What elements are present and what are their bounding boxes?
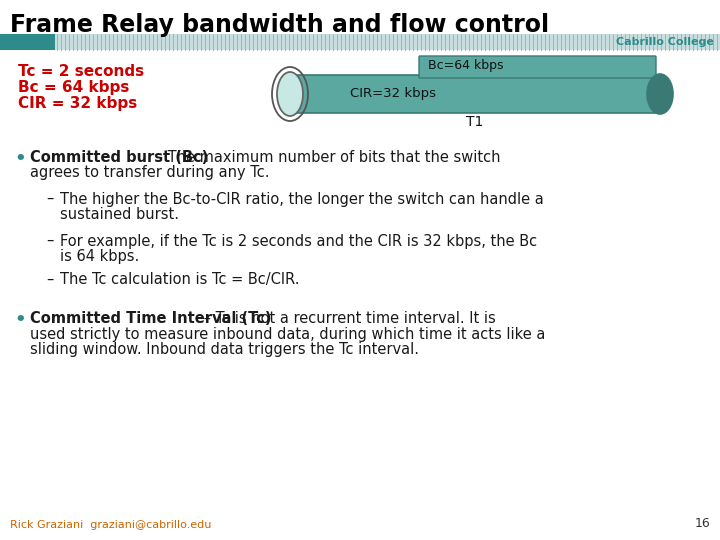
Ellipse shape bbox=[277, 72, 303, 116]
Text: –: – bbox=[46, 191, 53, 206]
Text: T1: T1 bbox=[467, 115, 484, 129]
Text: Committed Time Interval (Tc): Committed Time Interval (Tc) bbox=[30, 311, 271, 326]
Text: Cabrillo College: Cabrillo College bbox=[616, 37, 714, 47]
Text: – The maximum number of bits that the switch: – The maximum number of bits that the sw… bbox=[151, 150, 500, 165]
Text: Committed burst (Bc): Committed burst (Bc) bbox=[30, 150, 208, 165]
Text: The higher the Bc-to-CIR ratio, the longer the switch can handle a: The higher the Bc-to-CIR ratio, the long… bbox=[60, 192, 544, 207]
Text: agrees to transfer during any Tc.: agrees to transfer during any Tc. bbox=[30, 165, 269, 180]
Ellipse shape bbox=[647, 74, 673, 114]
Text: – Tc is not a recurrent time interval. It is: – Tc is not a recurrent time interval. I… bbox=[199, 311, 496, 326]
FancyBboxPatch shape bbox=[419, 56, 656, 78]
Text: CIR = 32 kbps: CIR = 32 kbps bbox=[18, 96, 138, 111]
Text: Bc=64 kbps: Bc=64 kbps bbox=[428, 59, 503, 72]
Bar bbox=[55, 34, 720, 50]
FancyBboxPatch shape bbox=[289, 75, 661, 113]
Text: –: – bbox=[46, 233, 53, 248]
Text: •: • bbox=[14, 311, 26, 329]
Text: sustained burst.: sustained burst. bbox=[60, 207, 179, 222]
Text: –: – bbox=[46, 272, 53, 286]
Text: Bc = 64 kbps: Bc = 64 kbps bbox=[18, 80, 130, 95]
Text: Frame Relay bandwidth and flow control: Frame Relay bandwidth and flow control bbox=[10, 13, 549, 37]
Text: The Tc calculation is Tc = Bc/CIR.: The Tc calculation is Tc = Bc/CIR. bbox=[60, 273, 300, 287]
Text: used strictly to measure inbound data, during which time it acts like a: used strictly to measure inbound data, d… bbox=[30, 327, 545, 342]
Bar bbox=[0, 34, 55, 50]
Text: sliding window. Inbound data triggers the Tc interval.: sliding window. Inbound data triggers th… bbox=[30, 342, 419, 357]
Text: Rick Graziani  graziani@cabrillo.edu: Rick Graziani graziani@cabrillo.edu bbox=[10, 520, 212, 530]
Text: CIR=32 kbps: CIR=32 kbps bbox=[350, 86, 436, 99]
Text: is 64 kbps.: is 64 kbps. bbox=[60, 249, 139, 264]
Text: 16: 16 bbox=[694, 517, 710, 530]
Text: For example, if the Tc is 2 seconds and the CIR is 32 kbps, the Bc: For example, if the Tc is 2 seconds and … bbox=[60, 234, 537, 249]
Text: Tc = 2 seconds: Tc = 2 seconds bbox=[18, 64, 144, 79]
Text: •: • bbox=[14, 150, 26, 168]
